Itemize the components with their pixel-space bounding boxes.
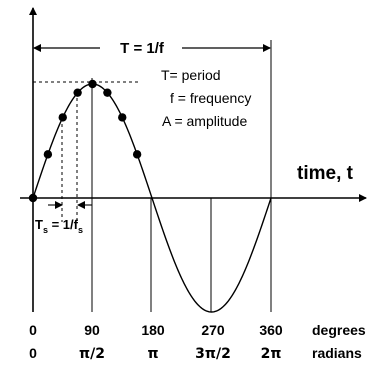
legend-period: T= period bbox=[161, 67, 221, 83]
sample-points bbox=[28, 79, 142, 203]
legend-amplitude: A = amplitude bbox=[162, 113, 247, 129]
sample-point bbox=[103, 88, 112, 97]
radian-tick-pi-2: π/2 bbox=[79, 346, 105, 362]
degree-tick-360: 360 bbox=[259, 322, 283, 338]
radian-tick-0: 0 bbox=[29, 345, 37, 361]
sample-point bbox=[132, 150, 142, 159]
sample-point bbox=[118, 113, 127, 122]
degree-tick-180: 180 bbox=[141, 322, 165, 338]
radian-tick-pi: π bbox=[147, 346, 158, 362]
sample-point bbox=[58, 113, 67, 122]
time-axis-label: time, t bbox=[297, 163, 354, 184]
degree-tick-0: 0 bbox=[29, 322, 37, 338]
legend-frequency: f = frequency bbox=[170, 90, 251, 106]
sine-curve bbox=[32, 83, 272, 313]
degree-tick-270: 270 bbox=[201, 322, 225, 338]
radians-label: radians bbox=[312, 345, 362, 361]
degree-tick-90: 90 bbox=[84, 322, 100, 338]
period-label: T = 1/f bbox=[120, 40, 165, 57]
radian-tick-2pi: 2π bbox=[261, 346, 282, 362]
sample-point bbox=[43, 150, 53, 159]
degrees-label: degrees bbox=[312, 322, 366, 338]
sample-point bbox=[28, 193, 38, 203]
sample-point bbox=[88, 79, 97, 89]
sample-interval-label: Ts = 1/fs bbox=[35, 217, 83, 235]
sample-point bbox=[73, 88, 82, 97]
radian-tick-3pi-2: 3π/2 bbox=[195, 346, 231, 362]
